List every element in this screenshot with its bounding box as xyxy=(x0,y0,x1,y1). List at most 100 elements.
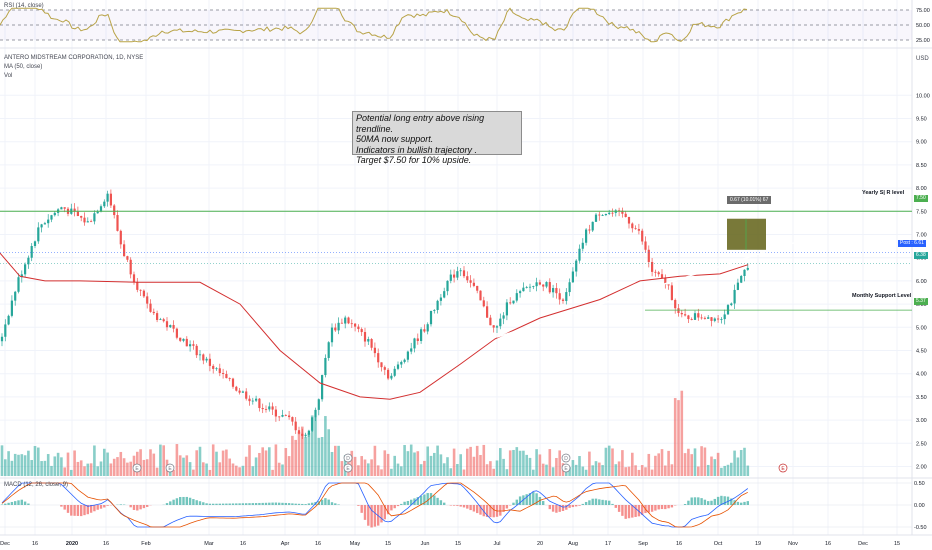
volume-bar xyxy=(525,454,528,476)
candle-body xyxy=(182,338,185,341)
candle-body xyxy=(578,248,581,261)
candle-body xyxy=(156,313,159,320)
candle-body xyxy=(350,323,353,325)
macd-histogram-bar xyxy=(278,502,281,505)
candle-body xyxy=(703,317,706,319)
price-axis-label: 2.50 xyxy=(916,441,927,447)
macd-histogram-bar xyxy=(716,496,720,505)
candle-body xyxy=(690,319,693,320)
candle-body xyxy=(717,318,720,320)
candle-body xyxy=(532,286,535,287)
candle-body xyxy=(360,329,363,333)
volume-bar xyxy=(594,461,598,476)
candle-body xyxy=(660,274,664,279)
candle-body xyxy=(439,297,442,301)
volume-bar xyxy=(697,466,700,476)
rising-trendline xyxy=(496,236,814,338)
volume-bar xyxy=(149,449,152,476)
candle-body xyxy=(730,303,733,306)
volume-bar xyxy=(660,449,664,476)
candle-body xyxy=(631,223,634,229)
macd-histogram-bar xyxy=(238,503,241,505)
price-axis-label: 5.50 xyxy=(916,302,927,308)
candle-body xyxy=(334,327,337,331)
volume-bar xyxy=(386,453,390,476)
volume-bar xyxy=(83,466,86,476)
candle-body xyxy=(598,214,601,216)
macd-histogram-bar xyxy=(462,505,466,508)
price-axis-label: 10.00 xyxy=(916,93,930,99)
candle-body xyxy=(248,398,251,402)
volume-bar xyxy=(287,456,291,476)
macd-histogram-bar xyxy=(439,500,443,505)
macd-histogram-bar xyxy=(505,505,509,509)
volume-bar xyxy=(466,448,469,476)
candle-body xyxy=(297,430,301,434)
candle-body xyxy=(27,257,30,265)
event-marker-label: E xyxy=(564,466,568,472)
volume-bar xyxy=(370,459,373,476)
volume-bar xyxy=(621,450,624,476)
trade-idea-annotation[interactable]: Potential long entry above rising trendl… xyxy=(352,111,522,165)
event-marker-label: E xyxy=(781,466,785,472)
volume-bar xyxy=(548,449,552,476)
candle-body xyxy=(24,264,27,275)
macd-histogram-bar xyxy=(720,495,723,505)
volume-bar xyxy=(383,450,387,476)
macd-histogram-bar xyxy=(449,505,452,506)
macd-histogram-bar xyxy=(254,503,258,505)
volume-bar xyxy=(205,463,208,476)
volume-bar xyxy=(268,447,271,476)
price-range-measure-label[interactable]: 0.67 (10.01%) 67 xyxy=(727,196,772,204)
volume-bar xyxy=(274,444,278,476)
macd-histogram-bar xyxy=(594,498,598,505)
macd-histogram-bar xyxy=(66,505,70,513)
candle-body xyxy=(47,219,50,224)
volume-bar xyxy=(241,465,245,476)
candle-body xyxy=(307,430,310,435)
volume-bar xyxy=(423,460,426,476)
macd-histogram-bar xyxy=(604,500,608,505)
time-axis-label: Dec xyxy=(858,541,868,547)
candle-body xyxy=(179,337,182,341)
volume-bar xyxy=(46,454,50,476)
macd-histogram-bar xyxy=(89,505,93,513)
volume-bar xyxy=(211,444,215,476)
symbol-title[interactable]: ANTERO MIDSTREAM CORPORATION, 1D, NYSE xyxy=(4,55,144,61)
volume-bar xyxy=(66,452,70,476)
candle-body xyxy=(383,367,386,370)
volume-bar xyxy=(551,467,555,476)
macd-histogram-bar xyxy=(363,505,367,520)
volume-bar xyxy=(169,469,172,476)
macd-histogram-bar xyxy=(301,503,304,505)
macd-histogram-bar xyxy=(182,496,185,505)
candle-body xyxy=(436,300,439,310)
volume-bar xyxy=(723,465,726,476)
candle-body xyxy=(103,201,106,207)
candle-body xyxy=(594,214,598,222)
volume-legend[interactable]: Vol xyxy=(4,73,13,79)
volume-bar xyxy=(103,448,106,476)
volume-bar xyxy=(73,450,76,476)
macd-histogram-bar xyxy=(185,496,188,505)
volume-bar xyxy=(178,455,182,476)
candle-body xyxy=(109,193,112,206)
macd-histogram-bar xyxy=(327,499,330,505)
candle-body xyxy=(238,390,241,393)
volume-bars xyxy=(0,390,750,476)
ma-50-line xyxy=(0,252,749,400)
rsi-pane: 75.00 50.00 25.00 xyxy=(0,7,930,44)
candle-body xyxy=(406,351,409,360)
ma-legend[interactable]: MA (50, close) xyxy=(4,64,43,70)
candle-body xyxy=(37,227,40,242)
candle-body xyxy=(670,285,673,300)
candle-body xyxy=(420,329,423,341)
candle-body xyxy=(274,409,277,417)
macd-histogram-bar xyxy=(575,505,578,507)
macd-pane: 0.50 0.00 -0.50 xyxy=(0,481,927,531)
macd-histogram-bar xyxy=(525,494,528,505)
candle-body xyxy=(552,288,555,293)
candle-body xyxy=(169,325,172,328)
price-axis-label: 8.00 xyxy=(916,186,927,192)
